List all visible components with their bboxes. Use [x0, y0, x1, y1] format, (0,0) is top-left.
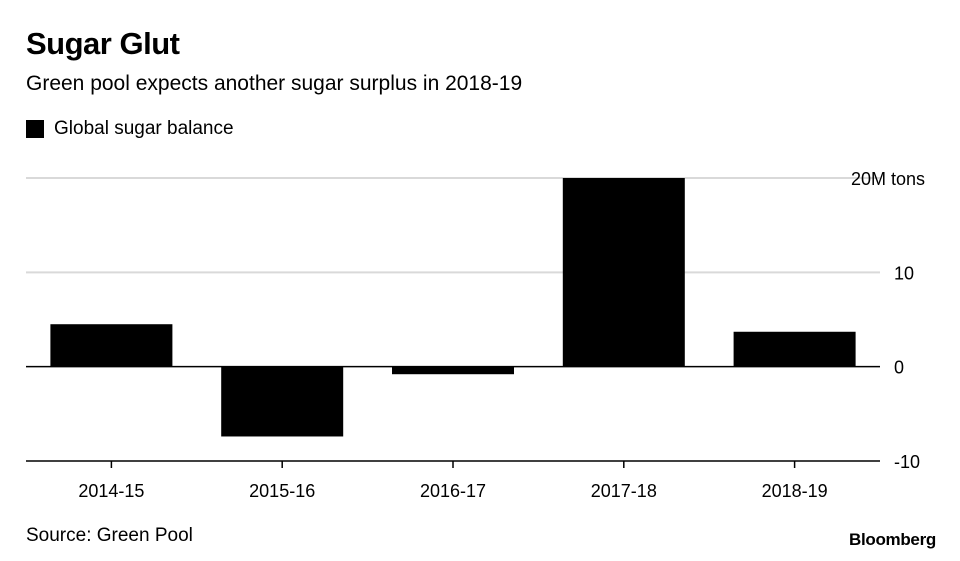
legend-swatch — [26, 120, 44, 138]
source-note: Source: Green Pool — [26, 525, 193, 546]
bar — [50, 324, 173, 367]
y-tick-label: 20M tons — [851, 169, 925, 189]
x-tick-label: 2016-17 — [420, 481, 486, 501]
legend: Global sugar balance — [26, 118, 234, 140]
legend-label: Global sugar balance — [54, 118, 234, 139]
bar — [392, 366, 514, 375]
y-tick-label: 0 — [894, 358, 904, 378]
chart-subtitle: Green pool expects another sugar surplus… — [26, 72, 523, 95]
chart-title: Sugar Glut — [26, 26, 180, 61]
x-tick-label: 2017-18 — [591, 481, 657, 501]
bar — [221, 366, 344, 437]
bar — [733, 331, 856, 367]
x-tick-label: 2018-19 — [762, 481, 828, 501]
y-tick-label: 10 — [894, 263, 914, 283]
brand-logo: Bloomberg — [848, 530, 936, 549]
bar — [562, 178, 685, 367]
x-tick-label: 2014-15 — [78, 481, 144, 501]
y-tick-label: -10 — [894, 452, 920, 472]
x-tick-label: 2015-16 — [249, 481, 315, 501]
